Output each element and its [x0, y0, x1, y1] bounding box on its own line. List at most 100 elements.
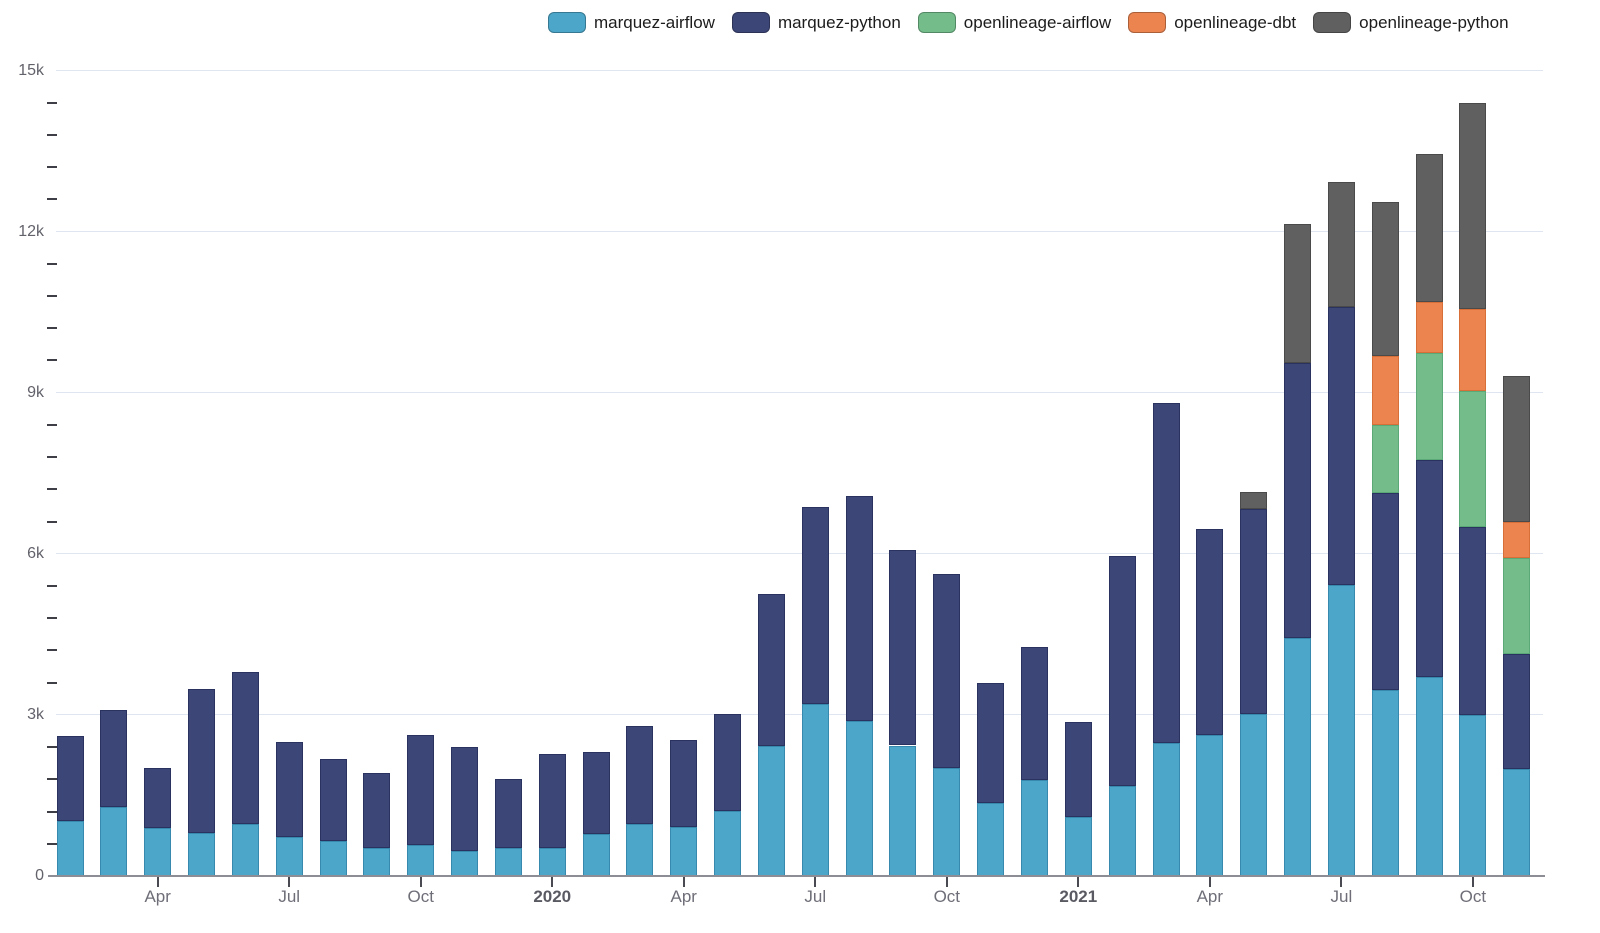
bar-segment-marquez-airflow[interactable] [1459, 714, 1487, 876]
bar-segment-marquez-airflow[interactable] [1020, 780, 1048, 876]
bar-segment-marquez-airflow[interactable] [275, 837, 303, 876]
bar-segment-marquez-python[interactable] [714, 713, 742, 811]
bar-segment-marquez-airflow[interactable] [670, 827, 698, 876]
bar-segment-marquez-python[interactable] [363, 772, 391, 849]
bar-segment-marquez-python[interactable] [582, 752, 610, 835]
bar-segment-marquez-python[interactable] [933, 573, 961, 769]
bar-segment-marquez-airflow[interactable] [451, 850, 479, 876]
bar-segment-openlineage-dbt[interactable] [1459, 309, 1487, 391]
bar-segment-marquez-airflow[interactable] [56, 820, 84, 876]
bar-segment-marquez-airflow[interactable] [714, 811, 742, 876]
bar-segment-marquez-python[interactable] [319, 758, 347, 841]
bar-segment-marquez-airflow[interactable] [1284, 637, 1312, 876]
bar-segment-marquez-airflow[interactable] [933, 768, 961, 876]
bar-segment-openlineage-airflow[interactable] [1503, 558, 1531, 655]
bar-segment-marquez-python[interactable] [1152, 402, 1180, 744]
bar-segment-marquez-python[interactable] [100, 710, 128, 808]
bar-segment-marquez-python[interactable] [757, 594, 785, 747]
bar-segment-openlineage-dbt[interactable] [1415, 302, 1443, 354]
legend-item-marquez-airflow[interactable]: marquez-airflow [548, 12, 715, 33]
legend-label: openlineage-dbt [1174, 13, 1297, 32]
bar-segment-marquez-python[interactable] [231, 672, 259, 824]
y-gridline [56, 231, 1543, 233]
bar-segment-marquez-airflow[interactable] [100, 807, 128, 876]
bar-segment-marquez-python[interactable] [451, 747, 479, 851]
y-axis-label: 6k [27, 544, 44, 562]
bar-segment-marquez-airflow[interactable] [319, 840, 347, 876]
bar-segment-marquez-airflow[interactable] [1415, 676, 1443, 876]
bar-segment-marquez-python[interactable] [1327, 307, 1355, 585]
bar-segment-marquez-python[interactable] [670, 740, 698, 828]
bar-segment-marquez-airflow[interactable] [188, 833, 216, 876]
bar-segment-openlineage-python[interactable] [1284, 223, 1312, 363]
bar-segment-marquez-python[interactable] [977, 682, 1005, 803]
x-axis-label: 2020 [533, 887, 572, 906]
bar-segment-marquez-airflow[interactable] [1327, 584, 1355, 876]
bar-segment-marquez-python[interactable] [1196, 529, 1224, 735]
bar-segment-marquez-airflow[interactable] [757, 746, 785, 876]
bar-segment-marquez-python[interactable] [1284, 362, 1312, 638]
bar-segment-marquez-python[interactable] [144, 768, 172, 828]
bar-segment-marquez-airflow[interactable] [1371, 689, 1399, 876]
bar-segment-marquez-python[interactable] [56, 736, 84, 821]
bar-segment-marquez-python[interactable] [538, 753, 566, 849]
bar-segment-marquez-airflow[interactable] [494, 848, 522, 876]
bar-segment-marquez-airflow[interactable] [144, 827, 172, 876]
bar-segment-openlineage-python[interactable] [1327, 181, 1355, 308]
bar-segment-openlineage-python[interactable] [1415, 154, 1443, 303]
bar-segment-marquez-python[interactable] [1240, 509, 1268, 715]
bar-segment-marquez-python[interactable] [407, 735, 435, 846]
bar-segment-marquez-airflow[interactable] [1240, 714, 1268, 876]
bar-segment-marquez-python[interactable] [1020, 647, 1048, 781]
bar-segment-openlineage-python[interactable] [1459, 102, 1487, 310]
bar-segment-openlineage-python[interactable] [1240, 491, 1268, 510]
x-axis-label: Jul [804, 887, 827, 906]
bar-segment-marquez-airflow[interactable] [363, 848, 391, 876]
legend-item-openlineage-dbt[interactable]: openlineage-dbt [1128, 12, 1296, 33]
bar-segment-marquez-airflow[interactable] [538, 848, 566, 876]
bar-segment-marquez-airflow[interactable] [231, 823, 259, 876]
x-axis-tick [1471, 877, 1474, 887]
bar-segment-marquez-airflow[interactable] [1064, 817, 1092, 876]
y-axis-minor-tick [47, 778, 57, 781]
bar-segment-marquez-python[interactable] [1415, 459, 1443, 677]
legend-item-marquez-python[interactable]: marquez-python [731, 12, 901, 33]
bar-segment-marquez-airflow[interactable] [1503, 768, 1531, 876]
bar-segment-marquez-python[interactable] [275, 742, 303, 838]
bar-segment-marquez-python[interactable] [1459, 526, 1487, 715]
bar-segment-openlineage-airflow[interactable] [1459, 390, 1487, 527]
bar-segment-marquez-python[interactable] [1108, 555, 1136, 787]
bar-segment-marquez-airflow[interactable] [845, 721, 873, 876]
x-axis-label: 2021 [1059, 887, 1098, 906]
bar-segment-marquez-python[interactable] [626, 726, 654, 824]
bar-segment-marquez-airflow[interactable] [889, 745, 917, 876]
bar-segment-marquez-airflow[interactable] [582, 834, 610, 876]
bar-segment-marquez-airflow[interactable] [407, 845, 435, 876]
legend-item-openlineage-airflow[interactable]: openlineage-airflow [917, 12, 1111, 33]
legend-item-openlineage-python[interactable]: openlineage-python [1313, 12, 1509, 33]
bar-segment-marquez-python[interactable] [1371, 493, 1399, 690]
bar-segment-marquez-python[interactable] [889, 550, 917, 746]
bar-segment-marquez-airflow[interactable] [1196, 734, 1224, 876]
y-axis-label: 0 [35, 867, 44, 884]
bar-segment-marquez-python[interactable] [188, 689, 216, 834]
bar-segment-marquez-airflow[interactable] [1152, 743, 1180, 876]
bar-segment-marquez-python[interactable] [845, 495, 873, 722]
y-axis-minor-tick [47, 649, 57, 652]
bar-segment-marquez-python[interactable] [801, 506, 829, 704]
bar-segment-marquez-python[interactable] [494, 778, 522, 849]
bar-segment-marquez-airflow[interactable] [977, 802, 1005, 876]
bar-segment-openlineage-dbt[interactable] [1503, 521, 1531, 559]
bar-segment-marquez-airflow[interactable] [626, 823, 654, 876]
bar-segment-marquez-airflow[interactable] [1108, 786, 1136, 876]
bar-segment-marquez-python[interactable] [1064, 722, 1092, 818]
bar-segment-openlineage-airflow[interactable] [1371, 425, 1399, 494]
bar-segment-marquez-airflow[interactable] [801, 703, 829, 876]
bar-segment-openlineage-python[interactable] [1371, 201, 1399, 356]
legend-swatch-icon [917, 12, 956, 33]
bar-segment-marquez-python[interactable] [1503, 654, 1531, 769]
x-axis-tick [1208, 877, 1211, 887]
bar-segment-openlineage-dbt[interactable] [1371, 355, 1399, 426]
bar-segment-openlineage-python[interactable] [1503, 376, 1531, 522]
bar-segment-openlineage-airflow[interactable] [1415, 353, 1443, 460]
